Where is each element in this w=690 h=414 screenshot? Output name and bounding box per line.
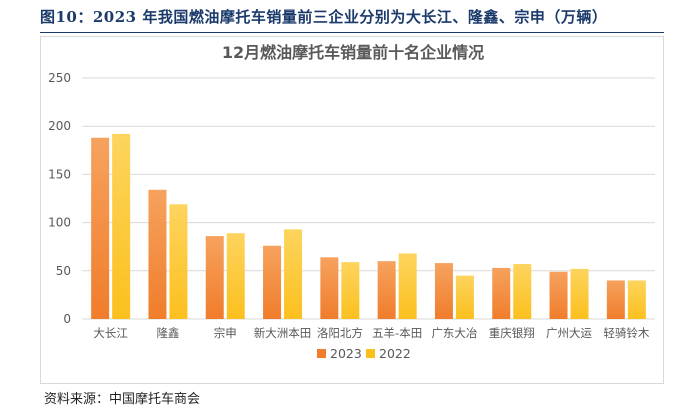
x-category-label: 洛阳北方 <box>317 326 363 340</box>
legend-label-2023: 2023 <box>330 346 362 361</box>
bar-2022 <box>169 204 188 319</box>
legend-swatch-2023 <box>317 349 326 358</box>
x-category-label: 大长江 <box>93 326 128 340</box>
x-category-label: 新大洲本田 <box>254 326 312 340</box>
bar-2023 <box>434 263 453 319</box>
legend-label-2022: 2022 <box>379 346 411 361</box>
x-category-label: 广州大运 <box>546 326 592 340</box>
grid-lines <box>82 77 655 320</box>
x-category-label: 五羊-本田 <box>372 326 422 340</box>
y-tick-label: 250 <box>48 71 71 85</box>
x-category-label: 广东大冶 <box>431 326 477 340</box>
bar-2023 <box>606 280 625 319</box>
y-tick-label: 0 <box>63 312 71 326</box>
bar-2023 <box>91 137 110 319</box>
source-note: 资料来源：中国摩托车商会 <box>44 392 201 407</box>
x-category-label: 宗申 <box>214 326 237 340</box>
title-divider <box>40 32 664 33</box>
bar-chart: 12月燃油摩托车销量前十名企业情况 0 50 100 150 200 250 大长江 隆鑫 宗… <box>48 43 655 361</box>
bar-2022 <box>284 229 303 319</box>
bar-2023 <box>148 189 167 319</box>
bar-2023 <box>492 267 511 319</box>
x-axis: 大长江 隆鑫 宗申 新大洲本田 洛阳北方 五羊-本田 广东大冶 重庆银翔 广州大运 轻骑铃木 <box>93 326 649 340</box>
bar-2023 <box>549 271 568 319</box>
bar-2022 <box>570 268 589 319</box>
bar-2022 <box>112 133 131 319</box>
y-tick-label: 100 <box>48 216 71 230</box>
chart-title: 12月燃油摩托车销量前十名企业情况 <box>222 43 484 62</box>
legend: 2023 2022 <box>317 346 411 361</box>
legend-swatch-2022 <box>366 349 375 358</box>
bars <box>91 133 646 319</box>
y-tick-label: 200 <box>48 119 71 133</box>
bar-2023 <box>377 261 396 319</box>
y-tick-label: 150 <box>48 167 71 181</box>
bar-2023 <box>320 257 339 319</box>
chart-container: 12月燃油摩托车销量前十名企业情况 0 50 100 150 200 250 大长江 隆鑫 宗… <box>40 36 664 384</box>
figure-title: 图10：2023 年我国燃油摩托车销量前三企业分别为大长江、隆鑫、宗申（万辆） <box>40 8 608 26</box>
bar-2022 <box>226 233 245 319</box>
x-category-label: 隆鑫 <box>156 326 179 340</box>
bar-2022 <box>627 280 646 319</box>
bar-2022 <box>341 262 360 319</box>
bar-2022 <box>455 275 474 319</box>
bar-2022 <box>513 264 532 319</box>
x-category-label: 轻骑铃木 <box>603 326 649 340</box>
x-category-label: 重庆银翔 <box>489 326 535 340</box>
y-tick-label: 50 <box>56 264 71 278</box>
bar-2022 <box>398 253 417 319</box>
bar-2023 <box>205 236 224 319</box>
bar-2023 <box>263 245 282 319</box>
y-axis: 0 50 100 150 200 250 <box>48 71 71 326</box>
